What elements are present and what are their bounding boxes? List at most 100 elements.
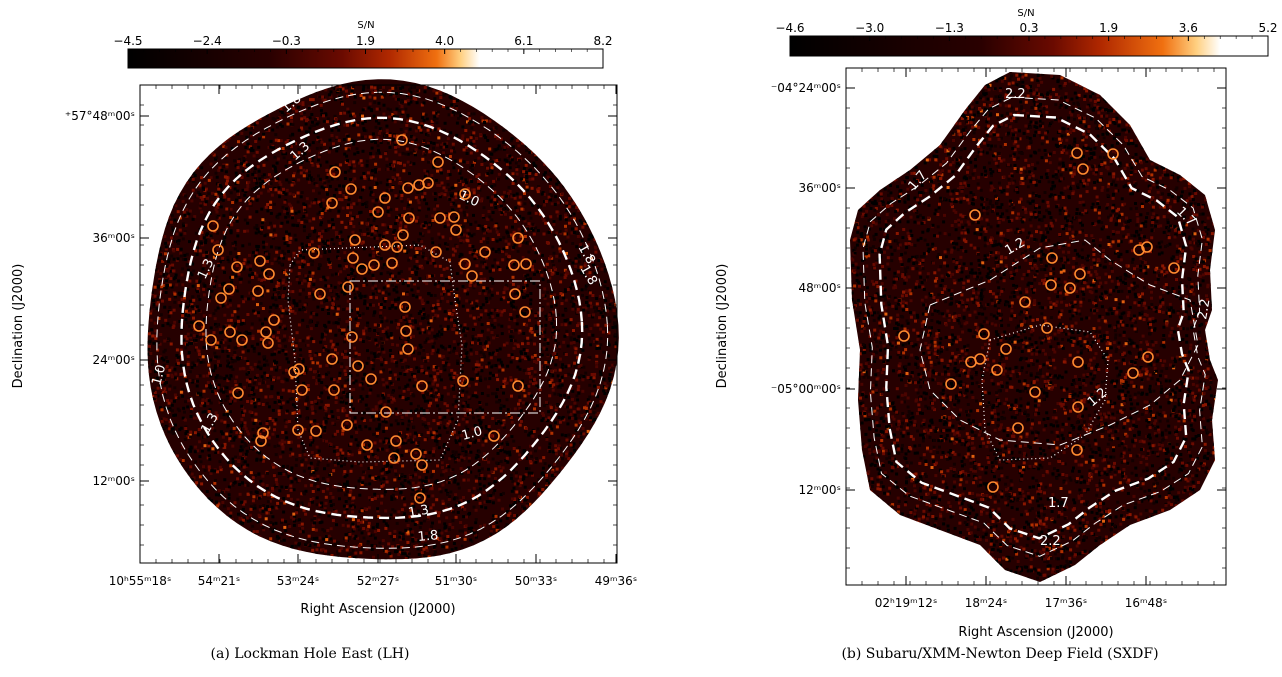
map-pixel <box>248 377 252 381</box>
map-pixel <box>168 514 172 517</box>
map-pixel <box>202 345 206 349</box>
map-pixel <box>595 166 599 170</box>
map-pixel <box>309 315 313 319</box>
map-pixel <box>292 182 296 186</box>
map-pixel <box>518 497 521 501</box>
map-pixel <box>579 85 583 89</box>
map-pixel <box>147 205 149 209</box>
map-pixel <box>350 435 354 439</box>
map-pixel <box>424 224 428 228</box>
map-pixel <box>438 330 442 334</box>
map-pixel <box>303 453 307 457</box>
map-pixel <box>393 497 397 501</box>
map-pixel <box>147 526 151 530</box>
map-pixel <box>461 304 465 308</box>
map-pixel <box>435 117 439 121</box>
map-pixel <box>561 91 565 95</box>
map-pixel <box>542 404 546 408</box>
map-pixel <box>373 544 377 548</box>
map-pixel <box>181 199 185 203</box>
map-pixel <box>262 135 266 139</box>
map-pixel <box>344 500 348 503</box>
map-pixel <box>256 342 260 346</box>
map-pixel <box>300 492 304 496</box>
map-pixel <box>307 464 311 468</box>
map-pixel <box>442 444 446 448</box>
map-pixel <box>294 541 298 545</box>
map-pixel <box>414 431 417 435</box>
map-pixel <box>281 464 285 468</box>
map-pixel <box>609 206 613 210</box>
map-pixel <box>542 474 546 478</box>
map-pixel <box>199 276 203 280</box>
map-pixel <box>255 373 259 377</box>
map-pixel <box>238 541 242 545</box>
map-pixel <box>317 373 321 377</box>
map-pixel <box>306 388 310 392</box>
map-pixel <box>260 339 264 343</box>
map-pixel <box>279 224 283 228</box>
map-pixel <box>388 108 392 112</box>
map-pixel <box>400 535 404 539</box>
map-pixel <box>466 261 470 265</box>
map-pixel <box>535 129 539 133</box>
map-pixel <box>367 467 371 470</box>
map-pixel <box>353 95 357 99</box>
map-pixel <box>258 181 262 185</box>
map-pixel <box>566 288 570 291</box>
map-pixel <box>196 88 200 92</box>
map-pixel <box>394 469 397 473</box>
map-pixel <box>169 143 173 147</box>
map-pixel <box>221 501 225 504</box>
map-pixel <box>223 346 227 350</box>
map-pixel <box>224 324 228 328</box>
map-pixel <box>287 232 291 236</box>
map-pixel <box>323 208 327 212</box>
map-pixel <box>362 247 366 251</box>
map-pixel <box>527 250 531 254</box>
map-pixel <box>572 329 575 332</box>
map-pixel <box>518 399 522 403</box>
map-pixel <box>406 339 410 343</box>
map-pixel <box>290 466 294 470</box>
map-pixel <box>519 234 523 238</box>
map-pixel <box>174 273 178 277</box>
map-pixel <box>457 431 461 435</box>
map-pixel <box>513 114 516 118</box>
map-pixel <box>434 439 437 443</box>
map-pixel <box>370 176 374 180</box>
map-pixel <box>226 318 230 322</box>
map-pixel <box>585 472 589 476</box>
map-pixel <box>447 292 451 296</box>
map-pixel <box>579 132 582 136</box>
map-pixel <box>453 346 456 350</box>
map-pixel <box>539 347 543 351</box>
map-pixel <box>608 245 612 249</box>
map-pixel <box>586 398 590 402</box>
map-pixel <box>434 432 438 436</box>
map-pixel <box>147 95 150 99</box>
map-pixel <box>482 85 485 89</box>
map-pixel <box>147 330 149 334</box>
map-pixel <box>216 470 219 474</box>
map-pixel <box>405 251 409 255</box>
map-pixel <box>537 118 541 121</box>
map-pixel <box>493 198 497 202</box>
map-pixel <box>152 305 156 308</box>
map-pixel <box>423 560 426 563</box>
map-pixel <box>520 520 524 523</box>
map-pixel <box>490 287 494 291</box>
map-pixel <box>307 534 311 538</box>
map-pixel <box>323 507 327 511</box>
map-pixel <box>285 238 289 241</box>
map-pixel <box>227 136 231 140</box>
map-pixel <box>268 499 272 503</box>
map-pixel <box>246 150 250 154</box>
map-pixel <box>597 194 601 198</box>
map-pixel <box>300 281 304 285</box>
map-pixel <box>446 300 450 304</box>
map-pixel <box>289 236 293 240</box>
map-pixel <box>396 422 400 426</box>
map-pixel <box>597 226 601 230</box>
map-pixel <box>542 150 546 154</box>
